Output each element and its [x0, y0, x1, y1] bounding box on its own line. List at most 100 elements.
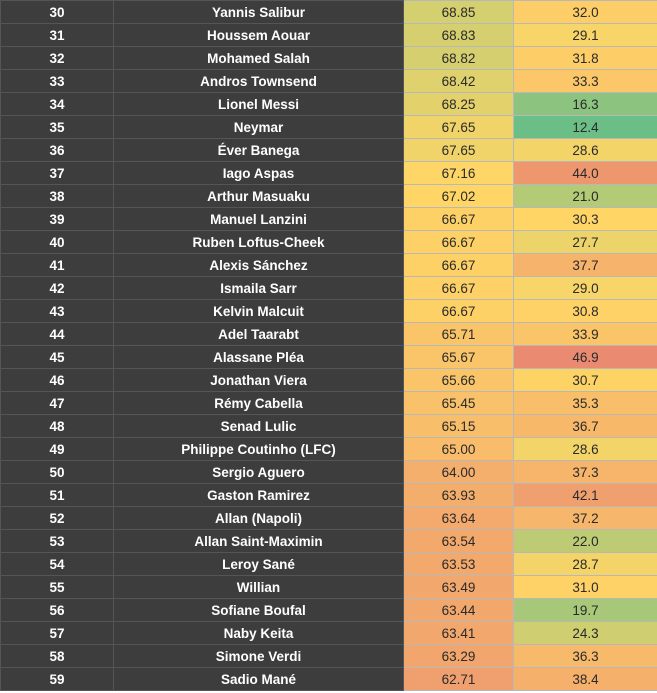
player-name-cell[interactable]: Ruben Loftus-Cheek	[113, 230, 404, 254]
score-cell[interactable]: 66.67	[403, 253, 514, 277]
score-cell[interactable]: 67.02	[403, 184, 514, 208]
player-name-cell[interactable]: Kelvin Malcuit	[113, 299, 404, 323]
rank-cell[interactable]: 42	[0, 276, 114, 300]
player-name-cell[interactable]: Houssem Aouar	[113, 23, 404, 47]
value-cell[interactable]: 36.7	[513, 414, 657, 438]
value-cell[interactable]: 29.0	[513, 276, 657, 300]
value-cell[interactable]: 46.9	[513, 345, 657, 369]
score-cell[interactable]: 68.42	[403, 69, 514, 93]
score-cell[interactable]: 63.29	[403, 644, 514, 668]
value-cell[interactable]: 37.7	[513, 253, 657, 277]
value-cell[interactable]: 21.0	[513, 184, 657, 208]
score-cell[interactable]: 67.16	[403, 161, 514, 185]
value-cell[interactable]: 32.0	[513, 0, 657, 24]
value-cell[interactable]: 30.7	[513, 368, 657, 392]
value-cell[interactable]: 27.7	[513, 230, 657, 254]
value-cell[interactable]: 28.6	[513, 138, 657, 162]
rank-cell[interactable]: 46	[0, 368, 114, 392]
score-cell[interactable]: 64.00	[403, 460, 514, 484]
score-cell[interactable]: 66.67	[403, 230, 514, 254]
player-name-cell[interactable]: Ismaila Sarr	[113, 276, 404, 300]
player-name-cell[interactable]: Allan Saint-Maximin	[113, 529, 404, 553]
player-name-cell[interactable]: Adel Taarabt	[113, 322, 404, 346]
rank-cell[interactable]: 30	[0, 0, 114, 24]
player-name-cell[interactable]: Gaston Ramirez	[113, 483, 404, 507]
score-cell[interactable]: 63.44	[403, 598, 514, 622]
value-cell[interactable]: 28.6	[513, 437, 657, 461]
score-cell[interactable]: 67.65	[403, 138, 514, 162]
score-cell[interactable]: 66.67	[403, 299, 514, 323]
player-name-cell[interactable]: Sofiane Boufal	[113, 598, 404, 622]
rank-cell[interactable]: 40	[0, 230, 114, 254]
value-cell[interactable]: 36.3	[513, 644, 657, 668]
score-cell[interactable]: 67.65	[403, 115, 514, 139]
score-cell[interactable]: 63.41	[403, 621, 514, 645]
score-cell[interactable]: 68.82	[403, 46, 514, 70]
value-cell[interactable]: 31.0	[513, 575, 657, 599]
rank-cell[interactable]: 43	[0, 299, 114, 323]
score-cell[interactable]: 62.71	[403, 667, 514, 691]
rank-cell[interactable]: 33	[0, 69, 114, 93]
value-cell[interactable]: 37.3	[513, 460, 657, 484]
rank-cell[interactable]: 49	[0, 437, 114, 461]
rank-cell[interactable]: 48	[0, 414, 114, 438]
score-cell[interactable]: 65.15	[403, 414, 514, 438]
rank-cell[interactable]: 50	[0, 460, 114, 484]
score-cell[interactable]: 63.93	[403, 483, 514, 507]
score-cell[interactable]: 65.67	[403, 345, 514, 369]
rank-cell[interactable]: 55	[0, 575, 114, 599]
rank-cell[interactable]: 53	[0, 529, 114, 553]
player-name-cell[interactable]: Senad Lulic	[113, 414, 404, 438]
score-cell[interactable]: 66.67	[403, 276, 514, 300]
rank-cell[interactable]: 31	[0, 23, 114, 47]
value-cell[interactable]: 24.3	[513, 621, 657, 645]
rank-cell[interactable]: 57	[0, 621, 114, 645]
rank-cell[interactable]: 38	[0, 184, 114, 208]
value-cell[interactable]: 28.7	[513, 552, 657, 576]
rank-cell[interactable]: 52	[0, 506, 114, 530]
value-cell[interactable]: 22.0	[513, 529, 657, 553]
player-name-cell[interactable]: Yannis Salibur	[113, 0, 404, 24]
player-name-cell[interactable]: Iago Aspas	[113, 161, 404, 185]
score-cell[interactable]: 65.00	[403, 437, 514, 461]
value-cell[interactable]: 30.8	[513, 299, 657, 323]
score-cell[interactable]: 63.53	[403, 552, 514, 576]
rank-cell[interactable]: 34	[0, 92, 114, 116]
rank-cell[interactable]: 44	[0, 322, 114, 346]
score-cell[interactable]: 66.67	[403, 207, 514, 231]
player-name-cell[interactable]: Leroy Sané	[113, 552, 404, 576]
player-name-cell[interactable]: Sergio Aguero	[113, 460, 404, 484]
rank-cell[interactable]: 37	[0, 161, 114, 185]
value-cell[interactable]: 29.1	[513, 23, 657, 47]
player-name-cell[interactable]: Manuel Lanzini	[113, 207, 404, 231]
player-name-cell[interactable]: Lionel Messi	[113, 92, 404, 116]
player-name-cell[interactable]: Éver Banega	[113, 138, 404, 162]
value-cell[interactable]: 42.1	[513, 483, 657, 507]
player-name-cell[interactable]: Allan (Napoli)	[113, 506, 404, 530]
player-name-cell[interactable]: Rémy Cabella	[113, 391, 404, 415]
score-cell[interactable]: 68.85	[403, 0, 514, 24]
player-name-cell[interactable]: Jonathan Viera	[113, 368, 404, 392]
player-name-cell[interactable]: Philippe Coutinho (LFC)	[113, 437, 404, 461]
score-cell[interactable]: 65.66	[403, 368, 514, 392]
rank-cell[interactable]: 59	[0, 667, 114, 691]
value-cell[interactable]: 30.3	[513, 207, 657, 231]
value-cell[interactable]: 12.4	[513, 115, 657, 139]
rank-cell[interactable]: 51	[0, 483, 114, 507]
rank-cell[interactable]: 41	[0, 253, 114, 277]
score-cell[interactable]: 63.49	[403, 575, 514, 599]
rank-cell[interactable]: 58	[0, 644, 114, 668]
value-cell[interactable]: 35.3	[513, 391, 657, 415]
player-name-cell[interactable]: Mohamed Salah	[113, 46, 404, 70]
rank-cell[interactable]: 45	[0, 345, 114, 369]
score-cell[interactable]: 65.71	[403, 322, 514, 346]
score-cell[interactable]: 63.54	[403, 529, 514, 553]
player-name-cell[interactable]: Naby Keita	[113, 621, 404, 645]
rank-cell[interactable]: 36	[0, 138, 114, 162]
value-cell[interactable]: 33.3	[513, 69, 657, 93]
rank-cell[interactable]: 32	[0, 46, 114, 70]
rank-cell[interactable]: 39	[0, 207, 114, 231]
rank-cell[interactable]: 56	[0, 598, 114, 622]
player-name-cell[interactable]: Simone Verdi	[113, 644, 404, 668]
rank-cell[interactable]: 47	[0, 391, 114, 415]
